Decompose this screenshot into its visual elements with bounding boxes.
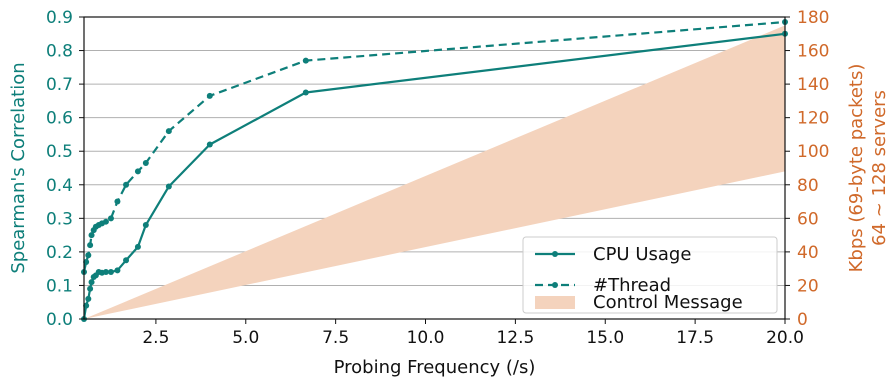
- legend-cpu-usage-marker: [552, 251, 558, 257]
- thread-point: [87, 242, 94, 249]
- thread-point: [107, 215, 114, 222]
- right-y-tick-label: 0: [797, 310, 808, 330]
- left-y-tick-label: 0.1: [46, 276, 73, 296]
- thread-point: [302, 57, 309, 64]
- thread-point: [102, 218, 109, 225]
- right-y-axis-label-line-1: Kbps (69-byte packets): [846, 64, 867, 273]
- thread-point: [88, 232, 95, 239]
- right-y-axis-ticks: 0 20 40 60 80 100 120 140 160 180: [785, 8, 829, 330]
- legend-control-message-swatch: [535, 296, 575, 309]
- left-y-tick-label: 0.0: [46, 310, 73, 330]
- x-tick-label: 10.0: [407, 328, 445, 348]
- right-y-tick-label: 100: [797, 142, 829, 162]
- x-tick-label: 17.5: [676, 328, 714, 348]
- legend: CPU Usage #Thread Control Message: [522, 236, 778, 314]
- series-layer: [81, 19, 788, 322]
- thread-point: [165, 128, 172, 135]
- cpu-usage-point: [142, 222, 149, 229]
- thread-point: [134, 168, 141, 175]
- left-y-tick-label: 0.4: [46, 176, 73, 196]
- left-y-tick-label: 0.2: [46, 243, 73, 263]
- plot-frame: [83, 16, 786, 320]
- left-y-tick-label: 0.7: [46, 75, 73, 95]
- x-tick-label: 12.5: [496, 328, 534, 348]
- right-y-tick-label: 160: [797, 42, 829, 62]
- cpu-usage-point: [107, 269, 114, 276]
- left-y-tick-label: 0.5: [46, 142, 73, 162]
- thread-point: [123, 181, 130, 188]
- right-y-tick-label: 20: [797, 276, 819, 296]
- legend-thread-marker: [552, 282, 558, 288]
- x-tick-label: 2.5: [142, 328, 169, 348]
- right-y-axis-label-line-2: 64 ~ 128 servers: [869, 90, 890, 246]
- right-y-tick-label: 120: [797, 109, 829, 129]
- cpu-usage-point: [302, 89, 309, 96]
- cpu-usage-point: [206, 141, 213, 148]
- legend-box: [522, 236, 778, 314]
- cpu-usage-point: [88, 279, 95, 286]
- right-y-tick-label: 140: [797, 75, 829, 95]
- right-y-tick-label: 40: [797, 243, 819, 263]
- cpu-usage-point: [134, 243, 141, 250]
- cpu-usage-point: [85, 295, 92, 302]
- thread-point: [85, 252, 92, 259]
- left-y-tick-label: 0.8: [46, 42, 73, 62]
- x-tick-label: 15.0: [586, 328, 624, 348]
- legend-entry-cpu-usage: CPU Usage: [535, 244, 691, 265]
- thread-point: [142, 159, 149, 166]
- control-message-band-layer: [84, 25, 785, 320]
- left-y-axis-ticks: 0.0 0.1 0.2 0.3 0.4 0.5 0.6 0.7 0.8 0.9: [46, 8, 84, 330]
- cpu-usage-point: [102, 269, 109, 276]
- x-tick-label: 20.0: [766, 328, 804, 348]
- legend-thread-label: #Thread: [593, 275, 671, 296]
- cpu-usage-point: [87, 285, 94, 292]
- cpu-usage-point: [123, 257, 130, 264]
- thread-point: [206, 92, 213, 99]
- x-axis-ticks: 2.5 5.0 7.5 10.0 12.5 15.0 17.5 20.0: [142, 319, 804, 348]
- left-y-tick-label: 0.9: [46, 8, 73, 28]
- legend-control-message-label: Control Message: [593, 292, 743, 313]
- left-y-axis-label: Spearman's Correlation: [8, 62, 29, 273]
- legend-entry-control-message: Control Message: [535, 292, 743, 313]
- thread-point: [83, 258, 90, 265]
- left-y-tick-label: 0.6: [46, 109, 73, 129]
- x-tick-label: 7.5: [322, 328, 349, 348]
- cpu-usage-point: [165, 183, 172, 190]
- legend-cpu-usage-label: CPU Usage: [593, 244, 691, 265]
- x-tick-label: 5.0: [232, 328, 259, 348]
- control-message-band: [84, 25, 785, 320]
- legend-entry-thread: #Thread: [535, 275, 671, 296]
- thread-point: [114, 198, 121, 205]
- cpu-usage-point: [83, 302, 90, 309]
- left-y-tick-label: 0.3: [46, 209, 73, 229]
- right-y-tick-label: 60: [797, 209, 819, 229]
- right-y-tick-label: 80: [797, 176, 819, 196]
- right-y-tick-label: 180: [797, 8, 829, 28]
- cpu-usage-point: [114, 267, 121, 274]
- x-axis-label: Probing Frequency (/s): [334, 357, 536, 378]
